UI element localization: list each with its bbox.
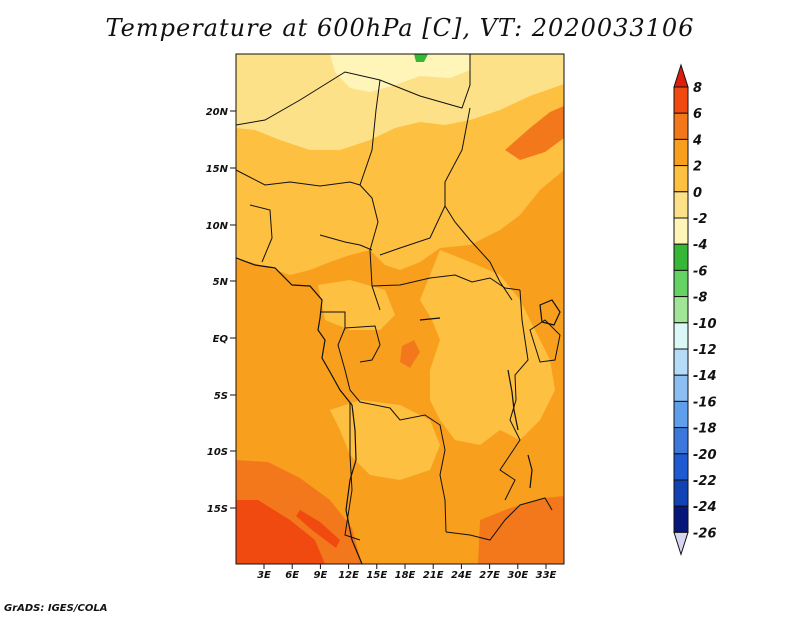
colorbar-label: 0 [693,186,702,201]
colorbar-swatch [673,505,689,533]
lat-label: 15N [206,164,229,175]
field-4-to-6-ne [505,106,564,160]
colorbar-label: -2 [693,212,707,227]
longitude-axis: 3E 6E 9E 12E 15E 18E 21E 24E 27E 30E 33E [257,564,557,581]
colorbar-label: -8 [693,291,707,306]
colorbar-label: -6 [693,264,707,279]
colorbar-swatch [673,86,689,114]
colorbar-label: -24 [693,500,717,515]
field-6-to-8-sw [236,500,325,564]
lat-label: 15S [207,504,228,515]
lat-label: 5N [213,277,229,288]
colorbar-swatch [673,269,689,298]
field-minus4-to-minus2 [330,54,470,92]
colorbar-label: 8 [693,81,702,96]
lat-label: 10S [207,447,228,458]
field-minus2-to-0-b [236,54,270,98]
lon-label: 33E [536,570,557,581]
lakes [419,299,561,489]
lat-label: 20N [206,107,229,118]
colorbar-label: -26 [693,526,717,541]
colorbar-swatch [673,348,689,376]
lon-label: 15E [366,570,387,581]
colorbar-swatch [673,217,689,245]
colorbar-swatch [673,531,689,557]
country-borders [236,54,561,541]
field-4-to-6-spot [400,340,420,368]
field-minus2-to-0 [236,54,564,150]
field-0-to-2-south [330,400,440,480]
colorbar-label: -14 [693,369,717,384]
field-6-to-8-line [296,510,340,548]
colorbar-label: 6 [693,107,702,122]
lat-label: 5S [214,391,228,402]
colorbar-swatch [673,165,689,193]
field-minus6-patch [414,54,428,62]
colorbar-swatch [673,296,689,324]
colorbar-swatch [673,63,689,88]
map-frame [235,53,565,565]
temperature-field [236,54,564,564]
colorbar-label: -22 [693,474,717,489]
lat-label: 10N [206,221,229,232]
colorbar: 8 6 4 2 0 -2 -4 -6 -8 -10 -12 -14 -16 -18 -20 -22 -24 -26 [673,63,717,557]
lon-label: 30E [507,570,528,581]
field-0-to-2-centre [318,280,395,330]
lon-label: 27E [479,570,500,581]
colorbar-label: -16 [693,395,717,410]
lat-label: EQ [213,334,229,345]
colorbar-swatch [673,112,689,140]
lon-label: 9E [314,570,328,581]
colorbar-swatch [673,400,689,429]
colorbar-label: -12 [693,343,717,358]
colorbar-swatch [673,138,689,167]
field-0-to-2-east [420,250,555,445]
colorbar-label: 2 [693,160,702,175]
colorbar-label: -18 [693,422,717,437]
colorbar-swatch [673,322,689,350]
lon-label: 3E [257,570,271,581]
colorbar-label: 4 [692,133,702,148]
lon-label: 21E [423,570,444,581]
lon-label: 18E [395,570,416,581]
colorbar-label: -10 [693,317,717,332]
coastline [236,257,363,564]
lon-label: 12E [338,570,359,581]
field-4-to-6-se [478,496,564,564]
map-title: Temperature at 600hPa [C], VT: 202003310… [105,14,695,42]
latitude-axis: 20N 15N 10N 5N EQ 5S 10S 15S [206,107,236,515]
colorbar-swatch [673,427,689,455]
lon-label: 6E [285,570,299,581]
colorbar-label: -20 [693,448,717,463]
credit-footer: GrADS: IGES/COLA [4,603,108,614]
colorbar-label: -4 [693,238,707,253]
colorbar-swatch [673,243,689,271]
colorbar-swatch [673,453,689,481]
colorbar-swatch [673,479,689,507]
colorbar-swatch [673,191,689,219]
lon-label: 24E [451,570,472,581]
colorbar-swatch [673,374,689,402]
